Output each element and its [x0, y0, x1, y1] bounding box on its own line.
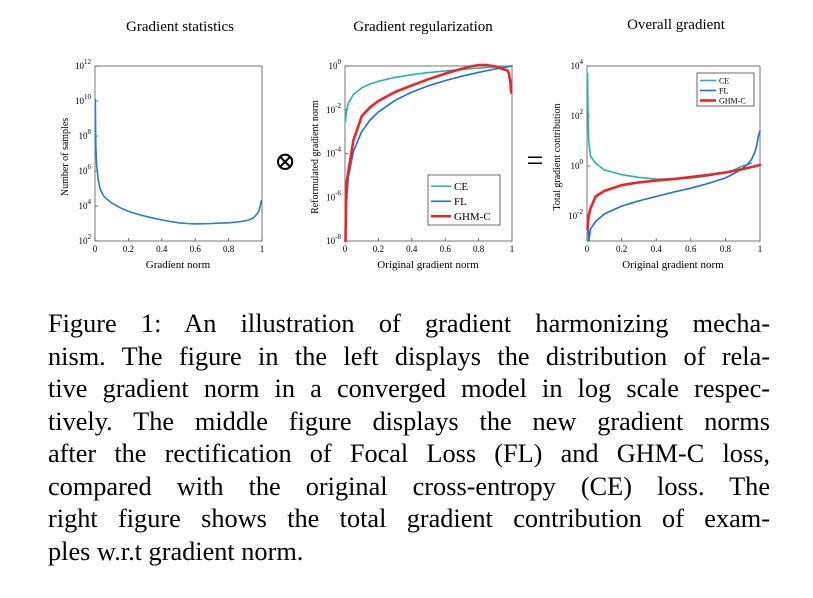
y-tick-label: 10-4	[326, 146, 341, 159]
y-tick-label: 100	[329, 58, 342, 71]
series-line-ghm-c	[344, 63, 513, 243]
caption-line: compared with the original cross-entropy…	[48, 471, 770, 501]
caption-line: Figure 1: An illustration of gradient ha…	[48, 309, 770, 338]
y-tick-label: 100	[571, 158, 584, 171]
x-tick-label: 1	[510, 244, 515, 254]
x-tick-label: 0.2	[373, 244, 384, 254]
y-tick-label: 1012	[75, 58, 92, 71]
x-tick-label: 0.2	[123, 244, 134, 254]
y-tick-label: 10-2	[326, 102, 341, 115]
legend-label: GHM-C	[719, 96, 746, 105]
y-tick-label: 106	[79, 163, 92, 176]
chart-title: Gradient regularization	[353, 19, 493, 35]
x-tick-label: 0.8	[223, 244, 235, 254]
y-tick-label: 10-2	[568, 208, 583, 221]
x-tick-label: 0.2	[616, 244, 627, 254]
plot-frame	[94, 65, 263, 242]
y-tick-label: 1010	[75, 93, 92, 106]
figure-1: Gradient statistics Gradient norm Number…	[60, 17, 762, 271]
chart-title: Overall gradient	[627, 17, 726, 33]
figure-caption: Figure 1: An illustration of gradient ha…	[48, 308, 770, 568]
series-line-fl	[587, 130, 761, 242]
x-axis-label: Original gradient norm	[377, 259, 479, 271]
x-tick-label: 0.4	[651, 244, 663, 254]
x-tick-label: 0.6	[190, 244, 202, 254]
x-tick-label: 0.6	[685, 244, 697, 254]
gradient-statistics-chart: Gradient statistics Gradient norm Number…	[60, 19, 264, 271]
series-line-samples	[94, 98, 263, 225]
caption-line: right figure shows the total gradient co…	[48, 504, 770, 533]
x-tick-label: 0	[343, 244, 348, 254]
caption-line: tive gradient norm in a converged model …	[48, 374, 770, 403]
series-line-ce	[344, 65, 513, 122]
legend-label: GHM-C	[454, 211, 491, 223]
y-tick-label: 10-8	[326, 233, 341, 246]
y-tick-label: 104	[571, 58, 584, 71]
equals-operator-icon: =	[527, 144, 544, 177]
gradient-regularization-chart: Gradient regularization Original gradien…	[310, 19, 514, 271]
y-tick-label: 104	[79, 198, 92, 211]
x-tick-label: 0	[93, 244, 98, 254]
legend-label: FL	[719, 86, 728, 95]
x-tick-label: 0.4	[406, 244, 418, 254]
x-tick-label: 0	[585, 244, 590, 254]
x-tick-label: 1	[758, 244, 763, 254]
x-tick-label: 0.4	[156, 244, 168, 254]
caption-line: nism. The figure in the left displays th…	[48, 341, 770, 371]
x-tick-label: 0.8	[720, 244, 732, 254]
y-axis-label: Number of samples	[60, 118, 71, 196]
y-tick-label: 108	[79, 128, 92, 141]
y-tick-label: 10-6	[326, 189, 341, 202]
caption-line: after the rectification of Focal Loss (F…	[48, 439, 770, 468]
y-tick-label: 102	[571, 108, 584, 121]
x-axis-label: Gradient norm	[146, 259, 211, 271]
legend-label: CE	[454, 181, 468, 193]
y-axis-label: Reformulated gradient norm	[310, 100, 321, 214]
x-tick-label: 1	[260, 244, 265, 254]
caption-line: tively. The middle figure displays the n…	[48, 406, 770, 436]
legend-label: FL	[454, 196, 467, 208]
x-axis-label: Original gradient norm	[622, 259, 724, 271]
chart-title: Gradient statistics	[126, 19, 234, 35]
x-tick-label: 0.8	[473, 244, 485, 254]
x-tick-label: 0.6	[440, 244, 452, 254]
y-tick-label: 102	[79, 233, 92, 246]
y-axis-label: Total gradient contribution	[552, 103, 563, 210]
multiply-operator-icon: ⊗	[274, 147, 296, 176]
legend-label: CE	[719, 76, 729, 85]
caption-line: ples w.r.t gradient norm.	[48, 536, 304, 566]
plot-frame	[586, 65, 761, 242]
series-line-ghm-c	[586, 163, 762, 231]
overall-gradient-chart: Overall gradient Original gradient norm …	[552, 17, 762, 271]
